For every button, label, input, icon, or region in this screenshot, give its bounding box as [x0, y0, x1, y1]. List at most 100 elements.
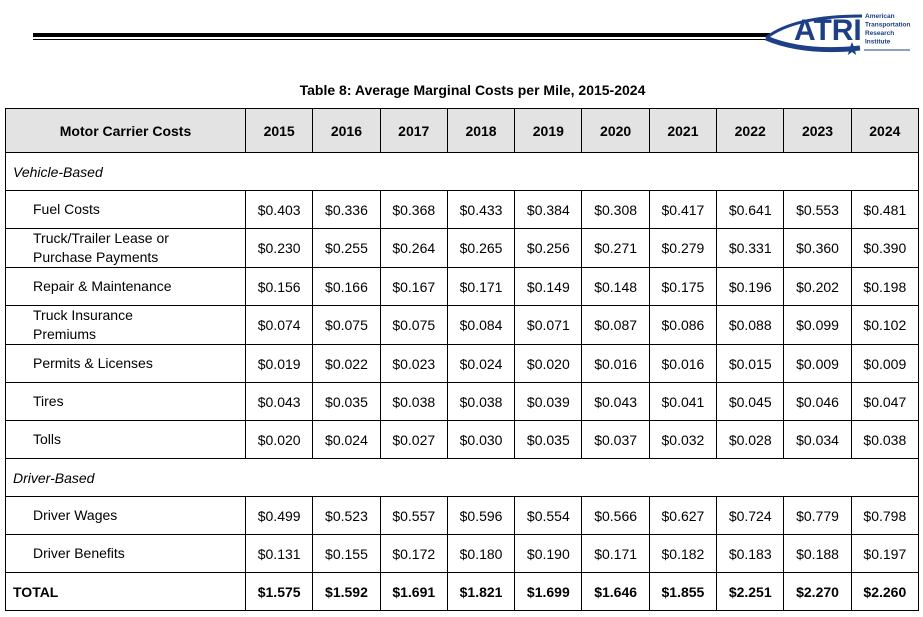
section-label: Driver-Based [5, 458, 919, 497]
cost-cell: $0.009 [850, 344, 920, 383]
cost-cell: $0.331 [716, 228, 785, 268]
cost-cell: $0.016 [581, 344, 650, 383]
column-header: 2017 [379, 108, 448, 153]
row-label: Truck/Trailer Lease or Purchase Payments [33, 230, 169, 265]
cost-cell: $0.088 [716, 305, 785, 345]
logo-name: ATRI [794, 14, 862, 47]
cost-cell: $0.553 [783, 190, 852, 229]
cost-cell: $0.166 [312, 267, 381, 306]
column-header: 2015 [244, 108, 314, 153]
cost-cell: $0.390 [850, 228, 920, 268]
cost-cell: $0.264 [379, 228, 448, 268]
cost-cell: $0.037 [581, 420, 650, 459]
cost-cell: $0.779 [783, 496, 852, 535]
total-cell: $1.646 [581, 572, 650, 611]
cost-cell: $0.035 [514, 420, 583, 459]
column-header: 2020 [581, 108, 650, 153]
cost-cell: $0.086 [648, 305, 718, 345]
cost-cell: $0.075 [379, 305, 448, 345]
logo-line: American [865, 13, 895, 20]
cost-cell: $0.034 [783, 420, 852, 459]
cost-cell: $0.188 [783, 534, 852, 573]
data-row: Tolls $0.020 $0.024 $0.027 $0.030 $0.035 $0.03… [5, 420, 920, 459]
column-header: 2016 [312, 108, 381, 153]
cost-cell: $0.641 [716, 190, 785, 229]
cost-cell: $0.523 [312, 496, 381, 535]
cost-cell: $0.265 [446, 228, 516, 268]
cost-cell: $0.131 [244, 534, 314, 573]
total-cell: $1.855 [648, 572, 718, 611]
cost-cell: $0.499 [244, 496, 314, 535]
row-label-cell: Tires [5, 382, 246, 421]
cost-cell: $0.183 [716, 534, 785, 573]
cost-cell: $0.171 [446, 267, 516, 306]
cost-cell: $0.433 [446, 190, 516, 229]
cost-cell: $0.155 [312, 534, 381, 573]
cost-cell: $0.190 [514, 534, 583, 573]
cost-cell: $0.198 [850, 267, 920, 306]
row-label-cell: Permits & Licenses [5, 344, 246, 383]
cost-cell: $0.554 [514, 496, 583, 535]
cost-cell: $0.627 [648, 496, 718, 535]
cost-cell: $0.308 [581, 190, 650, 229]
data-row: Driver Wages $0.499 $0.523 $0.557 $0.596 $0.5… [5, 496, 920, 535]
cost-cell: $0.336 [312, 190, 381, 229]
total-cell: $1.699 [514, 572, 583, 611]
cost-cell: $0.043 [581, 382, 650, 421]
cost-cell: $0.196 [716, 267, 785, 306]
cost-cell: $0.028 [716, 420, 785, 459]
cost-cell: $0.197 [850, 534, 920, 573]
column-header: 2024 [850, 108, 920, 153]
cost-cell: $0.557 [379, 496, 448, 535]
cost-cell: $0.360 [783, 228, 852, 268]
cost-cell: $0.024 [312, 420, 381, 459]
row-label-cell: Driver Benefits [5, 534, 246, 573]
section-row: Driver-Based [5, 458, 919, 497]
logo-star [845, 42, 859, 55]
column-header: 2019 [514, 108, 583, 153]
total-cell: $1.592 [312, 572, 381, 611]
column-header: 2023 [783, 108, 852, 153]
cost-cell: $0.417 [648, 190, 718, 229]
cost-cell: $0.046 [783, 382, 852, 421]
cost-cell: $0.255 [312, 228, 381, 268]
section-label: Vehicle-Based [5, 152, 919, 191]
row-label: Permits & Licenses [33, 355, 153, 371]
logo-line: Transportation [865, 22, 911, 29]
data-row: Tires $0.043 $0.035 $0.038 $0.038 $0.039 $0.04… [5, 382, 920, 421]
row-label-cell: Fuel Costs [5, 190, 246, 229]
cost-cell: $0.087 [581, 305, 650, 345]
section-row: Vehicle-Based [5, 152, 919, 191]
cost-cell: $0.009 [783, 344, 852, 383]
cost-cell: $0.202 [783, 267, 852, 306]
row-label: Driver Benefits [33, 545, 125, 561]
cost-cell: $0.020 [244, 420, 314, 459]
total-cell: $2.260 [850, 572, 920, 611]
total-cell: $2.270 [783, 572, 852, 611]
cost-cell: $0.024 [446, 344, 516, 383]
cost-cell: $0.271 [581, 228, 650, 268]
header-row: Motor Carrier Costs 2015 2016 2017 2018 2019 2… [5, 108, 920, 153]
row-label-cell: Repair & Maintenance [5, 267, 246, 306]
header-rule [33, 33, 770, 37]
cost-cell: $0.102 [850, 305, 920, 345]
cost-cell: $0.798 [850, 496, 920, 535]
cost-cell: $0.020 [514, 344, 583, 383]
row-label-cell: Driver Wages [5, 496, 246, 535]
row-label: Driver Wages [33, 507, 118, 523]
total-cell: $2.251 [716, 572, 785, 611]
row-label: Truck Insurance Premiums [33, 307, 133, 342]
column-header: 2022 [716, 108, 785, 153]
cost-cell: $0.074 [244, 305, 314, 345]
logo-line: Institute [865, 39, 891, 46]
cost-cell: $0.182 [648, 534, 718, 573]
cost-cell: $0.022 [312, 344, 381, 383]
header-rule [33, 39, 770, 40]
total-cell: $1.691 [379, 572, 448, 611]
cost-cell: $0.175 [648, 267, 718, 306]
data-row: Repair & Maintenance $0.156 $0.166 $0.167 $0… [5, 267, 920, 306]
cost-cell: $0.041 [648, 382, 718, 421]
cost-table: Motor Carrier Costs 2015 2016 2017 2018 2019 2… [5, 108, 920, 611]
row-label-cell: Truck/Trailer Lease or Purchase Payments [5, 228, 246, 268]
